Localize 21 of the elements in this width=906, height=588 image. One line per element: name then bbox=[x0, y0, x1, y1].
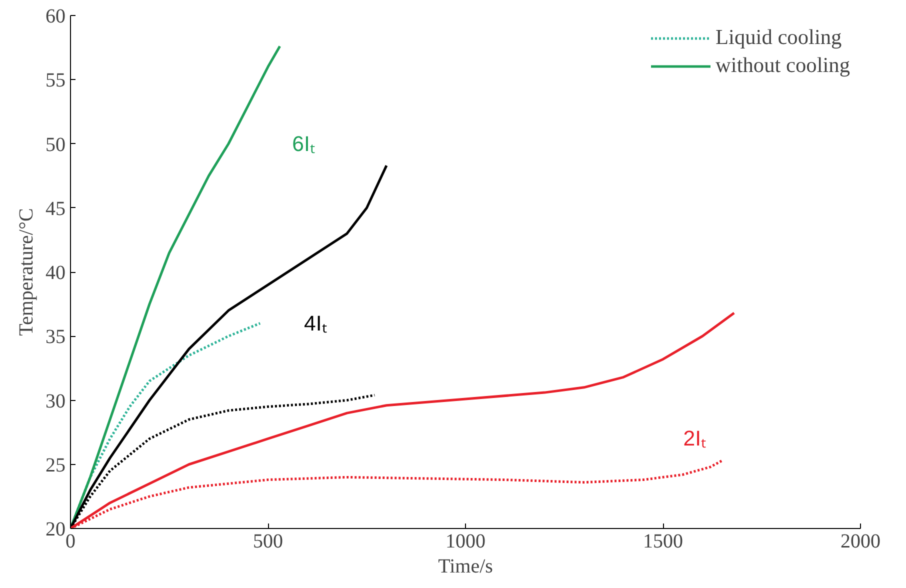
legend-label: without cooling bbox=[716, 53, 850, 78]
x-tick-label: 500 bbox=[253, 530, 283, 552]
y-tick-label: 20 bbox=[46, 518, 66, 540]
x-tick-label: 0 bbox=[66, 530, 76, 552]
annotation: 4Iₜ bbox=[304, 311, 327, 336]
x-axis-title: Time/s bbox=[438, 556, 494, 578]
x-tick-label: 1500 bbox=[643, 530, 683, 552]
y-tick-label: 45 bbox=[46, 198, 66, 220]
x-tick-label: 2000 bbox=[840, 530, 880, 552]
y-tick-label: 30 bbox=[46, 390, 66, 412]
y-tick-label: 25 bbox=[46, 454, 66, 476]
y-tick-label: 50 bbox=[46, 134, 66, 156]
y-axis-title: Temperature/°C bbox=[16, 208, 38, 336]
legend-label: Liquid cooling bbox=[716, 25, 842, 50]
annotation: 2Iₜ bbox=[683, 426, 706, 451]
annotation: 6Iₜ bbox=[292, 132, 315, 156]
y-tick-label: 55 bbox=[46, 70, 66, 92]
y-tick-label: 35 bbox=[46, 326, 66, 348]
y-tick-label: 40 bbox=[46, 262, 66, 284]
y-tick-label: 60 bbox=[46, 6, 66, 28]
x-tick-label: 1000 bbox=[446, 530, 486, 552]
